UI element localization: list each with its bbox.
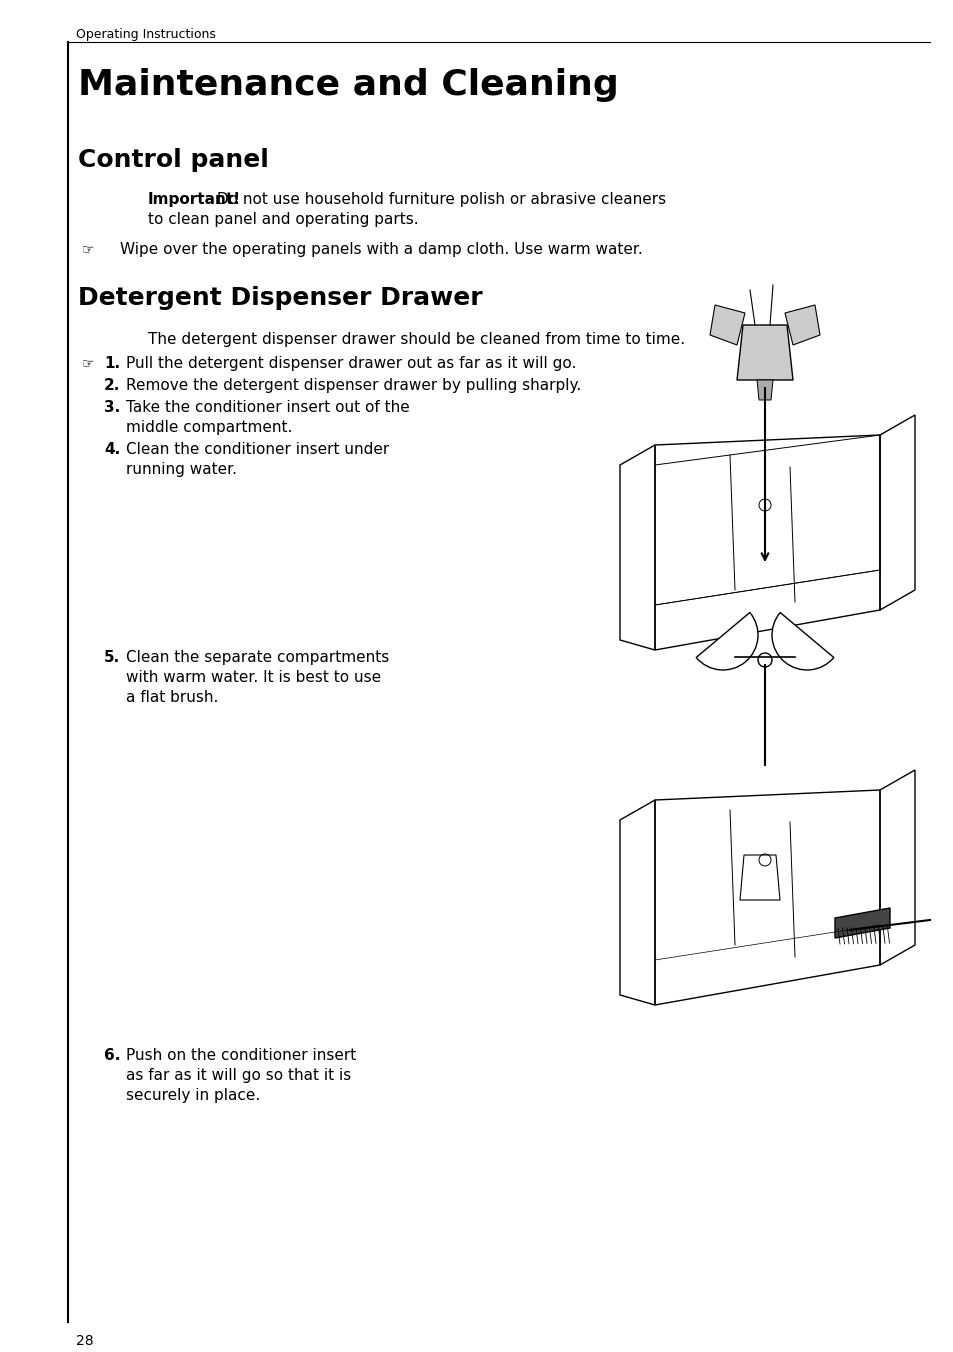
Text: Do not use household furniture polish or abrasive cleaners: Do not use household furniture polish or… (212, 192, 665, 207)
Text: 5.: 5. (104, 650, 120, 665)
Wedge shape (771, 612, 833, 671)
Text: middle compartment.: middle compartment. (126, 420, 292, 435)
Text: Push on the conditioner insert: Push on the conditioner insert (126, 1048, 355, 1063)
Text: Important!: Important! (148, 192, 241, 207)
Polygon shape (709, 306, 744, 345)
Text: 3.: 3. (104, 400, 120, 415)
Text: running water.: running water. (126, 462, 236, 477)
Text: Remove the detergent dispenser drawer by pulling sharply.: Remove the detergent dispenser drawer by… (126, 379, 580, 393)
Text: 4.: 4. (104, 442, 120, 457)
Text: Maintenance and Cleaning: Maintenance and Cleaning (78, 68, 618, 101)
Polygon shape (834, 909, 889, 938)
Text: with warm water. It is best to use: with warm water. It is best to use (126, 671, 381, 685)
Text: a flat brush.: a flat brush. (126, 690, 218, 704)
Text: 6.: 6. (104, 1048, 120, 1063)
Text: ☞: ☞ (82, 242, 94, 256)
Text: Wipe over the operating panels with a damp cloth. Use warm water.: Wipe over the operating panels with a da… (120, 242, 642, 257)
Text: securely in place.: securely in place. (126, 1088, 260, 1103)
Text: 1.: 1. (104, 356, 120, 370)
Text: ☞: ☞ (82, 356, 94, 370)
Text: Detergent Dispenser Drawer: Detergent Dispenser Drawer (78, 287, 482, 310)
Text: Operating Instructions: Operating Instructions (76, 28, 215, 41)
Text: Clean the separate compartments: Clean the separate compartments (126, 650, 389, 665)
Text: 28: 28 (76, 1334, 93, 1348)
Polygon shape (757, 380, 772, 400)
Text: Clean the conditioner insert under: Clean the conditioner insert under (126, 442, 389, 457)
Text: Pull the detergent dispenser drawer out as far as it will go.: Pull the detergent dispenser drawer out … (126, 356, 576, 370)
Circle shape (758, 653, 771, 667)
Text: The detergent dispenser drawer should be cleaned from time to time.: The detergent dispenser drawer should be… (148, 333, 684, 347)
Text: to clean panel and operating parts.: to clean panel and operating parts. (148, 212, 418, 227)
Text: Control panel: Control panel (78, 147, 269, 172)
Polygon shape (737, 324, 792, 380)
Text: 2.: 2. (104, 379, 120, 393)
Text: Take the conditioner insert out of the: Take the conditioner insert out of the (126, 400, 410, 415)
Text: as far as it will go so that it is: as far as it will go so that it is (126, 1068, 351, 1083)
Wedge shape (696, 612, 758, 671)
Polygon shape (784, 306, 820, 345)
